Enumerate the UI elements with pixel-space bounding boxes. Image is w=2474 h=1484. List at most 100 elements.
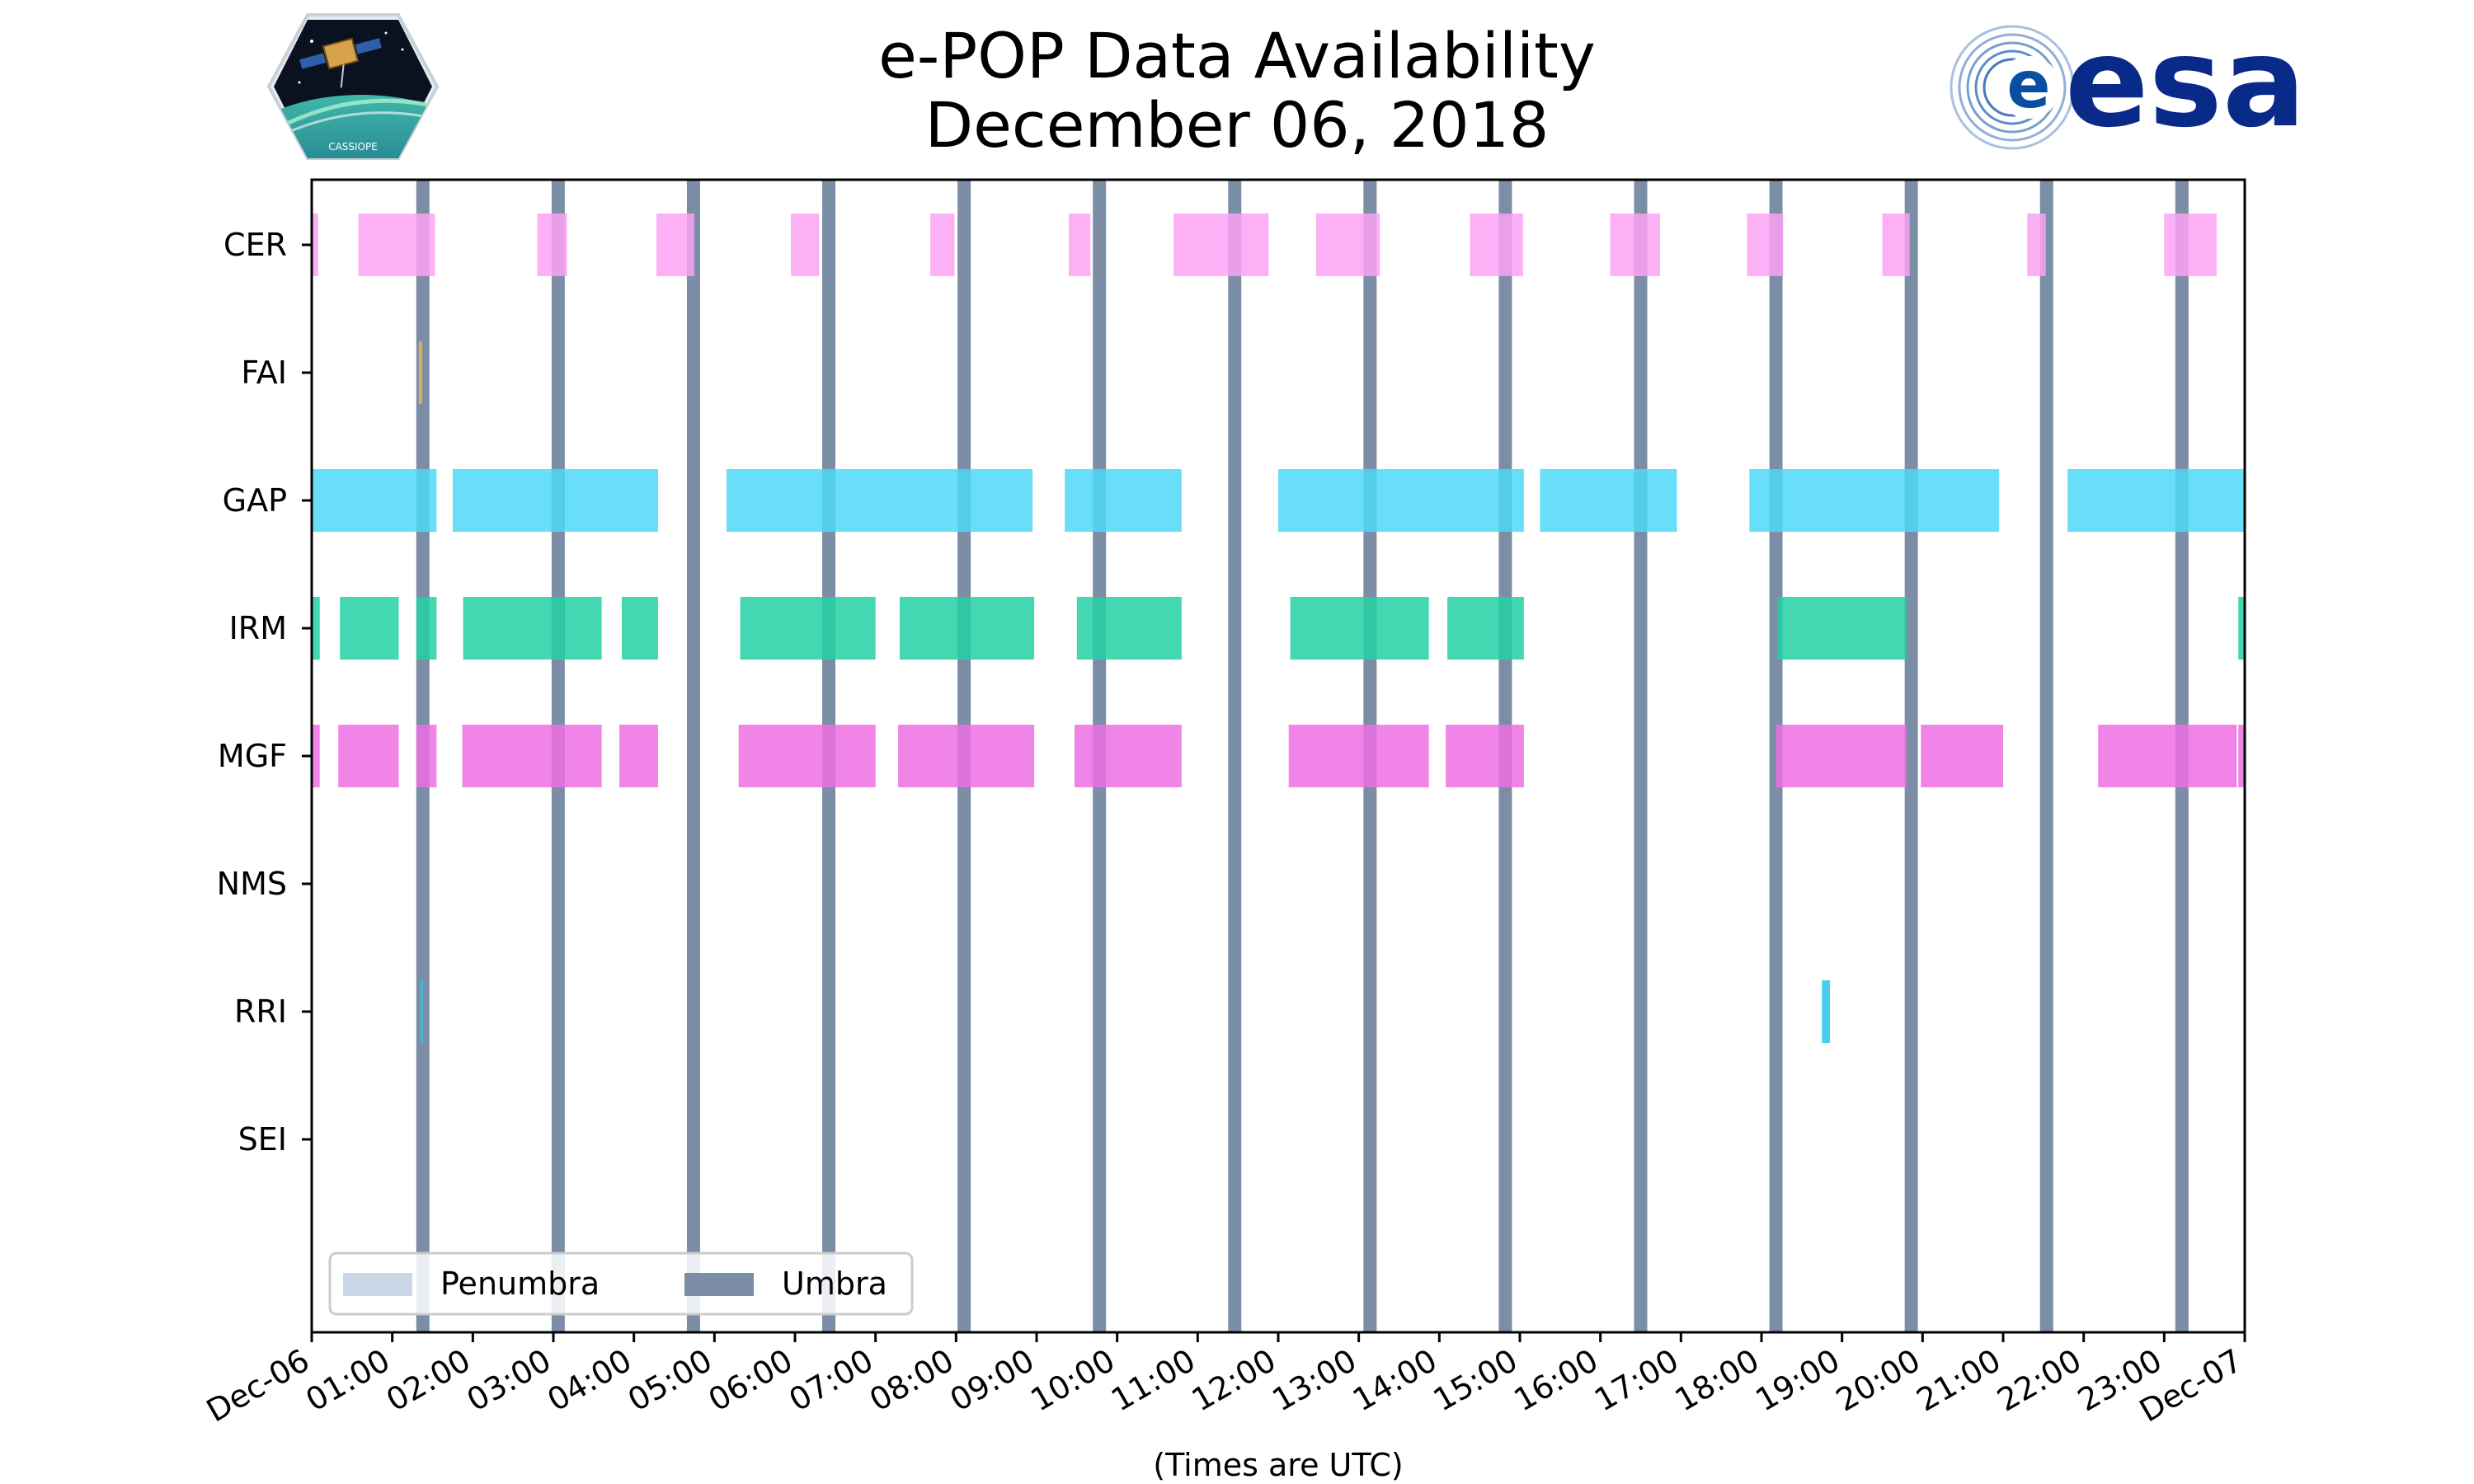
bar-cer-8 xyxy=(1315,214,1380,276)
x-tick-label-5: 05:00 xyxy=(622,1342,718,1419)
x-tick-label-0: Dec-06 xyxy=(200,1342,315,1430)
bar-gap-7 xyxy=(2067,469,2245,532)
bar-irm-9 xyxy=(1447,597,1524,660)
umbra-band-9 xyxy=(1634,180,1648,1332)
bar-mgf-13 xyxy=(2238,725,2245,787)
bar-cer-5 xyxy=(930,214,955,276)
x-tick-label-18: 18:00 xyxy=(1669,1342,1766,1419)
bar-irm-10 xyxy=(1777,597,1907,660)
bar-gap-5 xyxy=(1540,469,1677,532)
svg-text:e: e xyxy=(2007,49,2051,123)
bar-irm-1 xyxy=(340,597,399,660)
x-tick-label-17: 17:00 xyxy=(1588,1342,1685,1419)
cassiope-logo: CASSIOPE xyxy=(266,13,440,160)
y-tick-label-gap: GAP xyxy=(223,482,287,519)
umbra-band-6 xyxy=(1228,180,1242,1332)
x-tick-label-16: 16:00 xyxy=(1507,1342,1604,1419)
esa-logo-text: esa xyxy=(2065,21,2306,153)
x-tick-label-2: 02:00 xyxy=(380,1342,477,1419)
bar-gap-0 xyxy=(312,469,437,532)
bar-cer-6 xyxy=(1069,214,1091,276)
bar-rri-0 xyxy=(420,980,423,1043)
y-tick-label-fai: FAI xyxy=(241,355,287,391)
bar-gap-2 xyxy=(726,469,1033,532)
x-tick-label-10: 10:00 xyxy=(1024,1342,1121,1419)
x-tick-label-9: 09:00 xyxy=(944,1342,1041,1419)
bar-mgf-12 xyxy=(2098,725,2237,787)
bar-irm-5 xyxy=(740,597,876,660)
legend-label-penumbra: Penumbra xyxy=(440,1266,600,1302)
bar-cer-11 xyxy=(1747,214,1784,276)
x-tick-label-22: 22:00 xyxy=(1991,1342,2087,1419)
legend-swatch-penumbra xyxy=(343,1273,412,1296)
x-tick-label-6: 06:00 xyxy=(703,1342,799,1419)
bar-rri-1 xyxy=(1822,980,1831,1043)
bar-gap-3 xyxy=(1065,469,1182,532)
bar-mgf-3 xyxy=(462,725,602,787)
cassiope-logo-text: CASSIOPE xyxy=(328,141,378,153)
data-bars xyxy=(312,214,2245,1043)
y-tick-label-nms: NMS xyxy=(217,866,287,902)
x-tick-label-1: 01:00 xyxy=(299,1342,396,1419)
bar-mgf-7 xyxy=(1074,725,1182,787)
bar-irm-2 xyxy=(416,597,437,660)
bar-irm-8 xyxy=(1290,597,1429,660)
x-tick-label-20: 20:00 xyxy=(1830,1342,1926,1419)
bar-mgf-11 xyxy=(1921,725,2003,787)
x-tick-label-21: 21:00 xyxy=(1911,1342,2007,1419)
bar-cer-2 xyxy=(537,214,567,276)
x-tick-label-12: 12:00 xyxy=(1186,1342,1282,1419)
x-tick-label-4: 04:00 xyxy=(541,1342,637,1419)
bar-irm-3 xyxy=(463,597,602,660)
bar-gap-6 xyxy=(1749,469,2000,532)
y-axis: CER FAI GAP IRM MGF NMS RRI SEI xyxy=(217,227,312,1158)
bar-cer-4 xyxy=(791,214,820,276)
x-tick-label-13: 13:00 xyxy=(1266,1342,1362,1419)
bar-cer-13 xyxy=(2027,214,2046,276)
bar-mgf-9 xyxy=(1446,725,1524,787)
x-tick-label-11: 11:00 xyxy=(1105,1342,1202,1419)
x-tick-label-15: 15:00 xyxy=(1427,1342,1524,1419)
bar-gap-4 xyxy=(1278,469,1524,532)
x-tick-label-14: 14:00 xyxy=(1347,1342,1443,1419)
bar-mgf-0 xyxy=(312,725,320,787)
y-tick-label-mgf: MGF xyxy=(218,738,287,774)
bar-irm-4 xyxy=(622,597,658,660)
y-tick-label-sei: SEI xyxy=(238,1121,287,1158)
bar-mgf-2 xyxy=(416,725,437,787)
x-axis: Dec-0601:0002:0003:0004:0005:0006:0007:0… xyxy=(200,1332,2249,1430)
umbra-band-11 xyxy=(1904,180,1918,1332)
bar-irm-0 xyxy=(312,597,320,660)
bar-cer-14 xyxy=(2164,214,2217,276)
bar-cer-1 xyxy=(358,214,435,276)
bar-irm-11 xyxy=(2238,597,2245,660)
y-tick-label-rri: RRI xyxy=(234,993,287,1030)
legend-label-umbra: Umbra xyxy=(782,1266,887,1302)
bar-mgf-8 xyxy=(1288,725,1429,787)
umbra-band-2 xyxy=(686,180,700,1332)
bar-cer-12 xyxy=(1882,214,1910,276)
bar-gap-1 xyxy=(452,469,658,532)
bar-mgf-6 xyxy=(898,725,1035,787)
bar-mgf-1 xyxy=(338,725,399,787)
legend: Penumbra Umbra xyxy=(328,1252,914,1316)
legend-swatch-umbra xyxy=(684,1273,754,1296)
bar-cer-0 xyxy=(312,214,318,276)
x-tick-label-3: 03:00 xyxy=(461,1342,557,1419)
x-axis-label: (Times are UTC) xyxy=(1153,1447,1403,1483)
bar-cer-3 xyxy=(656,214,694,276)
legend-box xyxy=(328,1252,914,1316)
x-tick-label-19: 19:00 xyxy=(1749,1342,1846,1419)
chart-title: e-POP Data Availability xyxy=(878,19,1596,92)
esa-logo: e esa xyxy=(1950,21,2306,153)
x-tick-label-7: 07:00 xyxy=(783,1342,879,1419)
bar-irm-6 xyxy=(899,597,1035,660)
bar-mgf-4 xyxy=(619,725,658,787)
y-tick-label-cer: CER xyxy=(223,227,287,263)
bar-fai-0 xyxy=(418,341,422,404)
bar-irm-7 xyxy=(1076,597,1182,660)
bar-mgf-5 xyxy=(738,725,876,787)
bar-mgf-10 xyxy=(1776,725,1907,787)
bar-cer-10 xyxy=(1610,214,1660,276)
